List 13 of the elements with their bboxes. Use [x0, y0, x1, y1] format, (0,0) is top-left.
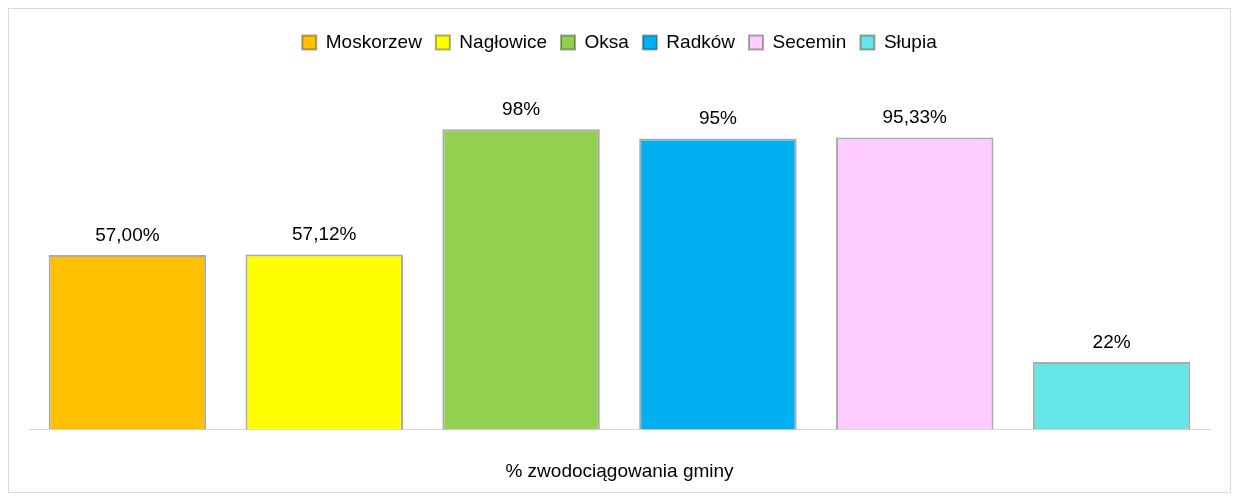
data-label: 95,33%: [882, 106, 948, 128]
x-axis-title: % zwodociągowania gminy: [505, 459, 735, 481]
data-label: 95%: [698, 107, 738, 129]
data-label: 98%: [502, 98, 541, 120]
legend-label: Słupia: [883, 30, 938, 52]
legend-label: Nagłowice: [459, 30, 547, 52]
legend-label: Oksa: [584, 30, 630, 52]
legend-label: Radków: [666, 30, 736, 52]
legend-label: Moskorzew: [325, 30, 423, 52]
data-label: 57,00%: [95, 223, 160, 245]
data-label: 22%: [1092, 330, 1131, 352]
data-label: 57,12%: [292, 223, 357, 245]
legend-label: Secemin: [772, 30, 847, 52]
